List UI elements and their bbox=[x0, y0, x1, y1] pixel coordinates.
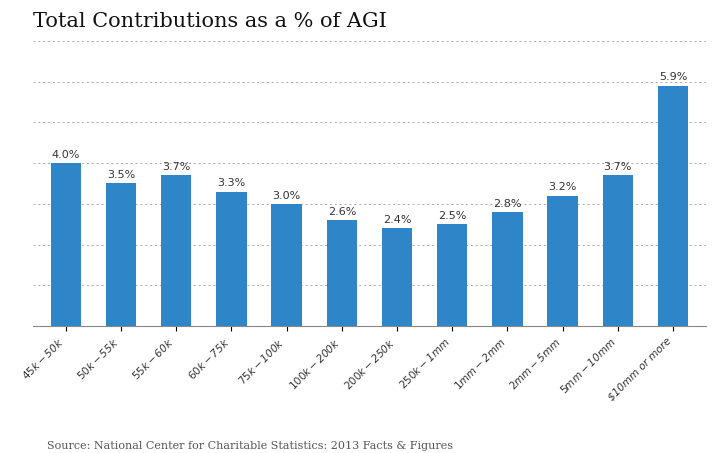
Bar bbox=[492, 212, 523, 326]
Text: 3.3%: 3.3% bbox=[218, 178, 245, 188]
Text: 3.7%: 3.7% bbox=[162, 162, 191, 172]
Bar bbox=[382, 228, 412, 326]
Bar bbox=[272, 204, 302, 326]
Text: 3.0%: 3.0% bbox=[272, 191, 301, 201]
Text: 2.5%: 2.5% bbox=[438, 211, 467, 221]
Text: 3.2%: 3.2% bbox=[548, 183, 577, 193]
Text: Total Contributions as a % of AGI: Total Contributions as a % of AGI bbox=[33, 12, 387, 31]
Bar bbox=[106, 183, 136, 326]
Bar bbox=[547, 196, 578, 326]
Text: 4.0%: 4.0% bbox=[52, 150, 80, 160]
Text: Source: National Center for Charitable Statistics: 2013 Facts & Figures: Source: National Center for Charitable S… bbox=[47, 441, 454, 451]
Bar bbox=[161, 175, 191, 326]
Bar bbox=[216, 192, 247, 326]
Text: 3.7%: 3.7% bbox=[604, 162, 632, 172]
Bar bbox=[437, 224, 467, 326]
Text: 3.5%: 3.5% bbox=[107, 170, 135, 180]
Text: 2.4%: 2.4% bbox=[383, 215, 411, 225]
Bar bbox=[603, 175, 633, 326]
Bar bbox=[658, 86, 688, 326]
Bar bbox=[327, 220, 357, 326]
Text: 5.9%: 5.9% bbox=[659, 72, 687, 82]
Bar bbox=[51, 163, 81, 326]
Text: 2.8%: 2.8% bbox=[493, 199, 522, 209]
Text: 2.6%: 2.6% bbox=[328, 207, 356, 217]
